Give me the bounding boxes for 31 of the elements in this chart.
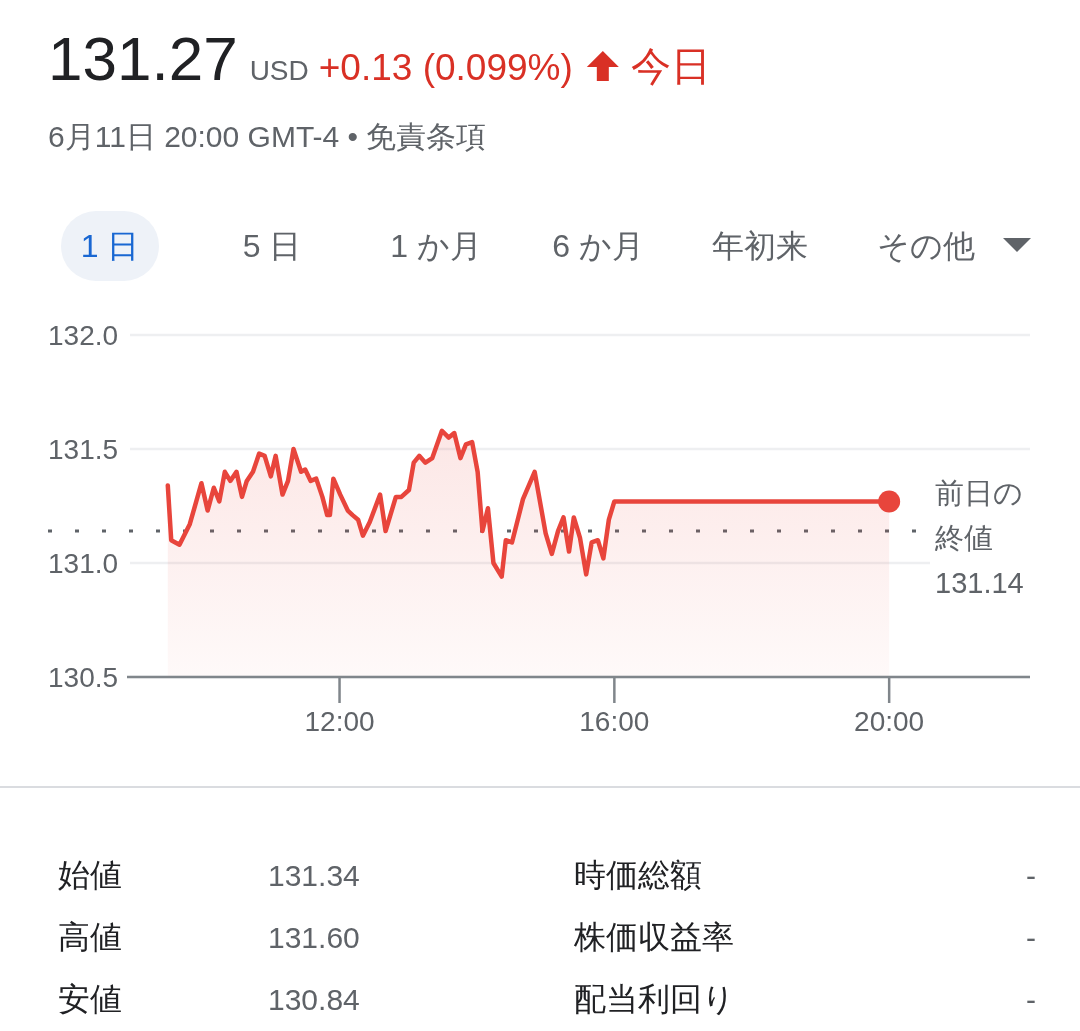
text: - (1026, 921, 1036, 954)
x-tick-label: 12:00 (304, 706, 375, 737)
text: その他 (877, 228, 975, 264)
chart-subtitle: 6月11日 20:00 GMT-4 • 免責条項 (48, 120, 487, 153)
text: 131.34 (268, 859, 360, 892)
text: 5 日 (242, 228, 302, 264)
text: - (1026, 983, 1036, 1016)
text: 株価収益率 (573, 919, 734, 955)
text: +0.13 (0.099%) (318, 47, 573, 88)
text: 安値 (58, 981, 122, 1017)
text: 131.60 (268, 921, 360, 954)
y-tick-label: 130.5 (48, 662, 119, 693)
chart-title: 131.27 (48, 24, 238, 93)
x-tick-label: 16:00 (579, 706, 650, 737)
y-tick-label: 131.5 (48, 434, 119, 465)
y-tick-label: 132.0 (48, 320, 119, 351)
text: 1 日 (80, 228, 140, 264)
text: 6 か月 (552, 228, 644, 264)
text: 始値 (58, 857, 122, 893)
text: 高値 (58, 919, 122, 955)
text: 1 か月 (390, 228, 482, 264)
text: - (1026, 859, 1036, 892)
x-tick-label: 20:00 (854, 706, 925, 737)
text: 時価総額 (574, 857, 702, 893)
text: USD (249, 55, 309, 86)
text: 配当利回り (574, 981, 735, 1017)
text: 130.84 (268, 983, 360, 1016)
ref-line-label: 前日の終値 131.14 (934, 477, 1024, 600)
text: 今日 (630, 44, 711, 88)
text: 年初来 (712, 228, 808, 264)
y-tick-label: 131.0 (48, 548, 119, 579)
